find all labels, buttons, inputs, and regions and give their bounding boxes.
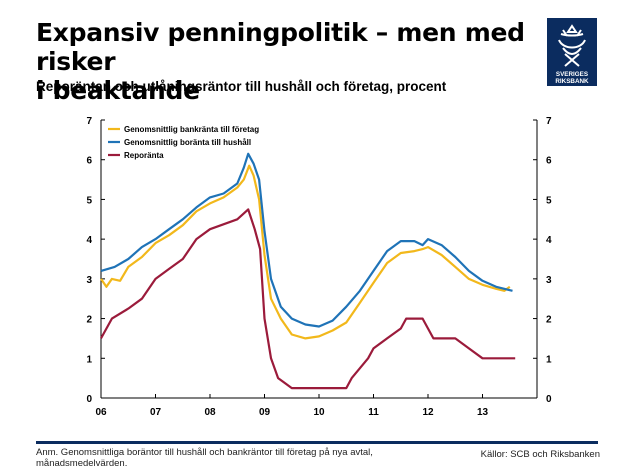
y-tick-label-left: 6: [86, 156, 92, 167]
y-tick-label-right: 6: [546, 156, 552, 167]
x-tick-label: 10: [313, 407, 325, 418]
footer-divider: [36, 441, 598, 444]
legend-label: Reporänta: [124, 151, 164, 160]
y-tick-label-right: 4: [546, 235, 552, 246]
y-tick-label-left: 1: [86, 354, 92, 365]
x-tick-label: 13: [477, 407, 489, 418]
chart-legend: Genomsnittlig bankränta till företag Geno…: [108, 125, 259, 160]
y-tick-label-right: 5: [546, 195, 552, 206]
y-tick-label-left: 2: [86, 315, 92, 326]
y-tick-label-right: 3: [546, 275, 552, 286]
y-tick-label-right: 7: [546, 116, 552, 127]
y-tick-label-right: 0: [546, 394, 552, 405]
series-line-3: [100, 208, 516, 390]
chart-footnote: Anm. Genomsnittliga boräntor till hushål…: [36, 447, 373, 469]
x-tick-label: 12: [422, 407, 434, 418]
series-line-1: [100, 164, 511, 340]
chart-source: Källor: SCB och Riksbanken: [480, 449, 600, 460]
x-tick-label: 07: [150, 407, 162, 418]
chart-lines: [100, 152, 516, 390]
legend-label: Genomsnittlig boränta till hushåll: [124, 138, 251, 147]
chart-axes: 0 01 12 23 34 45 56 67 706 07 08 09 10 11 12 13: [86, 116, 552, 418]
y-tick-label-left: 3: [86, 275, 92, 286]
y-tick-label-left: 5: [86, 195, 92, 206]
title-line-1: Expansiv penningpolitik – men med risker: [36, 18, 525, 76]
x-tick-label: 08: [204, 407, 216, 418]
x-tick-label: 09: [259, 407, 271, 418]
logo-crest-icon: [558, 24, 586, 67]
y-tick-label-right: 2: [546, 315, 552, 326]
y-tick-label-left: 0: [86, 394, 92, 405]
riksbank-logo: SVERIGES RIKSBANK: [547, 18, 597, 86]
y-tick-label-right: 1: [546, 354, 552, 365]
title-line-2: i beaktande: [36, 76, 200, 105]
y-tick-label-left: 7: [86, 116, 92, 127]
series-line-2: [100, 152, 513, 328]
logo-text-line-2: RIKSBANK: [555, 78, 589, 85]
logo-background: [547, 18, 597, 86]
page-title: Expansiv penningpolitik – men med risker…: [36, 18, 556, 105]
logo-text-line-1: SVERIGES: [556, 71, 588, 78]
chart-subtitle: Reporäntan och utlåningsräntor till hush…: [36, 79, 447, 94]
x-tick-label: 11: [368, 407, 379, 418]
x-tick-label: 06: [95, 407, 107, 418]
y-tick-label-left: 4: [86, 235, 92, 246]
legend-label: Genomsnittlig bankränta till företag: [124, 125, 259, 134]
line-chart: 0 01 12 23 34 45 56 67 706 07 08 09 10 11 12 13 Genomsn…: [86, 116, 552, 418]
